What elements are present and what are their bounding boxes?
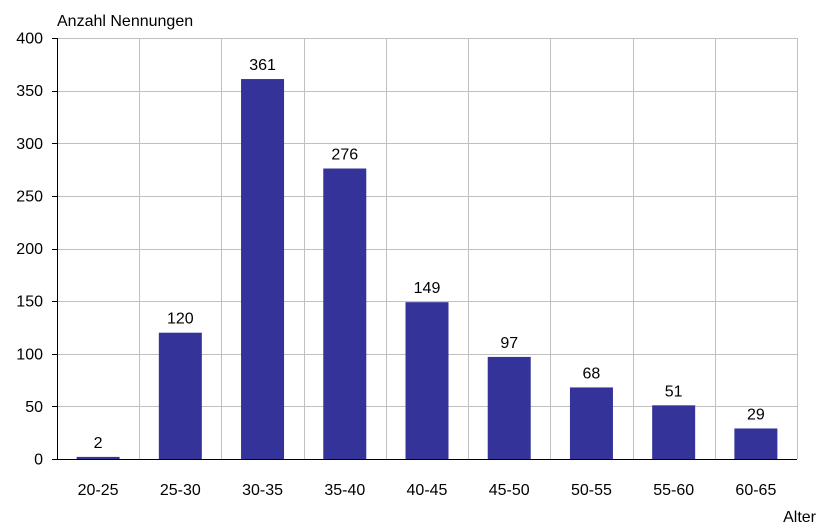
y-tick-label: 200	[16, 241, 43, 258]
y-tick-label: 250	[16, 188, 43, 205]
data-label: 361	[249, 57, 276, 74]
x-tick-label: 35-40	[324, 482, 365, 499]
data-label: 51	[665, 383, 683, 400]
bar-40-45	[405, 302, 449, 459]
x-tick-label: 45-50	[489, 482, 530, 499]
y-tick-labels: 0 50 100 150 200 250 300 350 400	[16, 31, 43, 469]
x-tick-label: 50-55	[571, 482, 612, 499]
bar-30-35	[241, 79, 285, 460]
y-tick-label: 0	[34, 452, 43, 469]
y-axis-title: Anzahl Nennungen	[57, 13, 193, 30]
x-tick-label: 20-25	[78, 482, 119, 499]
y-tick-label: 350	[16, 83, 43, 100]
y-tick-label: 50	[25, 399, 43, 416]
y-tick-label: 300	[16, 136, 43, 153]
bar-45-50	[487, 356, 531, 459]
data-label: 120	[167, 311, 194, 328]
x-tick-label: 55-60	[653, 482, 694, 499]
x-tick-labels: 20-25 25-30 30-35 35-40 40-45 45-50 50-55 55-60…	[78, 482, 777, 499]
bar-55-60	[652, 405, 696, 459]
data-label: 97	[500, 335, 518, 352]
data-label: 2	[94, 435, 103, 452]
x-tick-label: 60-65	[735, 482, 776, 499]
bar-35-40	[323, 168, 367, 459]
gridlines	[57, 38, 798, 459]
bars	[76, 79, 778, 460]
x-tick-label: 40-45	[407, 482, 448, 499]
x-tick-label: 25-30	[160, 482, 201, 499]
y-tick-label: 150	[16, 294, 43, 311]
data-label: 29	[747, 406, 765, 423]
x-axis-title: Alter	[783, 509, 817, 526]
x-tick-label: 30-35	[242, 482, 283, 499]
data-label: 149	[414, 280, 441, 297]
data-labels: 2 120 361 276 149 97 68 51 29	[94, 57, 765, 452]
axes	[52, 38, 797, 460]
data-label: 68	[583, 365, 601, 382]
bar-60-65	[734, 428, 778, 459]
y-tick-label: 100	[16, 346, 43, 363]
bar-20-25	[76, 456, 120, 459]
bar-25-30	[158, 332, 202, 459]
bar-50-55	[569, 387, 613, 459]
y-tick-label: 400	[16, 31, 43, 48]
data-label: 276	[331, 147, 358, 164]
